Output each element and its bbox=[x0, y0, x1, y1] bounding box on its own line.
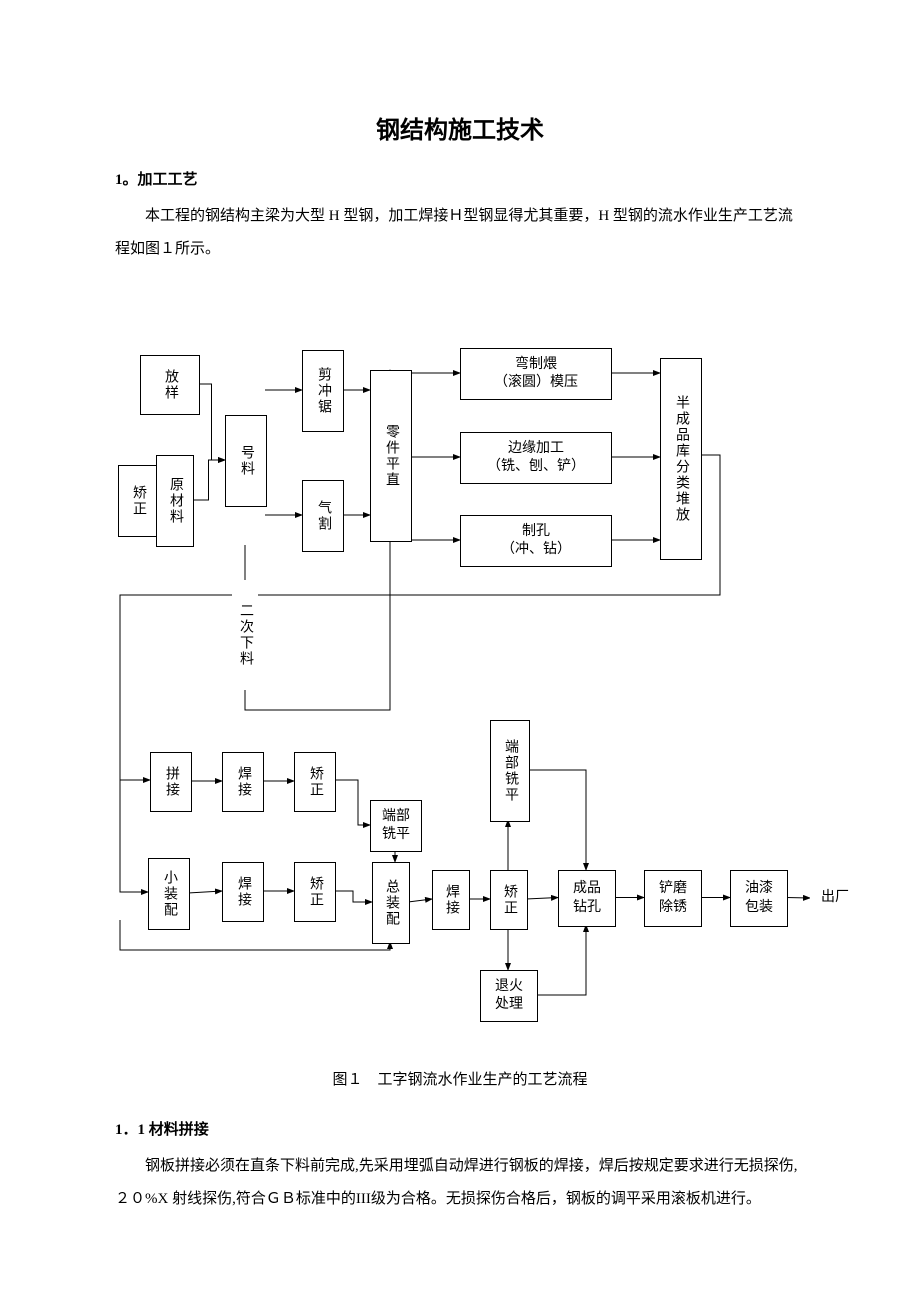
node-bianyuan: 边缘加工 （铣、刨、铲） bbox=[460, 432, 612, 484]
node-jiaozheng1: 矫正 bbox=[294, 752, 336, 812]
node-duanbu2: 端部铣平 bbox=[490, 720, 530, 822]
node-yuancai: 原材料 bbox=[156, 455, 194, 547]
node-jiaozhengA: 矫正 bbox=[118, 465, 158, 537]
node-zongzp: 总装配 bbox=[372, 862, 410, 944]
node-fangyang: 放样 bbox=[140, 355, 200, 415]
node-pinjie: 拼接 bbox=[150, 752, 192, 812]
figure-caption: 图１ 工字钢流水作业生产的工艺流程 bbox=[0, 1068, 920, 1089]
node-chuchang: 出厂 bbox=[810, 886, 860, 910]
node-jiaozheng3: 矫正 bbox=[490, 870, 528, 930]
node-zhikong: 制孔 （冲、钻） bbox=[460, 515, 612, 567]
flowchart-edges bbox=[0, 0, 920, 1302]
section11-body: 钢板拼接必须在直条下料前完成,先采用埋弧自动焊进行钢板的焊接，焊后按规定要求进行… bbox=[115, 1150, 805, 1216]
section1-heading: 1。加工工艺 bbox=[115, 168, 198, 189]
node-duanbu1: 端部 铣平 bbox=[370, 800, 422, 852]
page-title: 钢结构施工技术 bbox=[0, 110, 920, 145]
node-jiancj: 剪冲锯 bbox=[302, 350, 344, 432]
node-tuihuo: 退火 处理 bbox=[480, 970, 538, 1022]
node-qige: 气割 bbox=[302, 480, 344, 552]
node-jiaozheng2: 矫正 bbox=[294, 862, 336, 922]
node-youqi: 油漆 包装 bbox=[730, 870, 788, 927]
node-ercixl: 二次下料 bbox=[232, 580, 258, 690]
section1-body: 本工程的钢结构主梁为大型 H 型钢，加工焊接Ｈ型钢显得尤其重要，H 型钢的流水作… bbox=[115, 200, 805, 266]
node-hanjie1: 焊接 bbox=[222, 752, 264, 812]
node-xiaozp: 小装配 bbox=[148, 858, 190, 930]
section11-heading: 1．1 材料拼接 bbox=[115, 1118, 209, 1139]
node-hanjie2: 焊接 bbox=[222, 862, 264, 922]
node-hanjie3: 焊接 bbox=[432, 870, 470, 930]
node-chengpin: 成品 钻孔 bbox=[558, 870, 616, 927]
node-bancheng: 半成品库分类堆放 bbox=[660, 358, 702, 560]
node-lingjian: 零件平直 bbox=[370, 370, 412, 542]
node-chanmo: 铲磨 除锈 bbox=[644, 870, 702, 927]
node-haoliao: 号料 bbox=[225, 415, 267, 507]
node-wanzhi: 弯制煨 （滚圆）模压 bbox=[460, 348, 612, 400]
